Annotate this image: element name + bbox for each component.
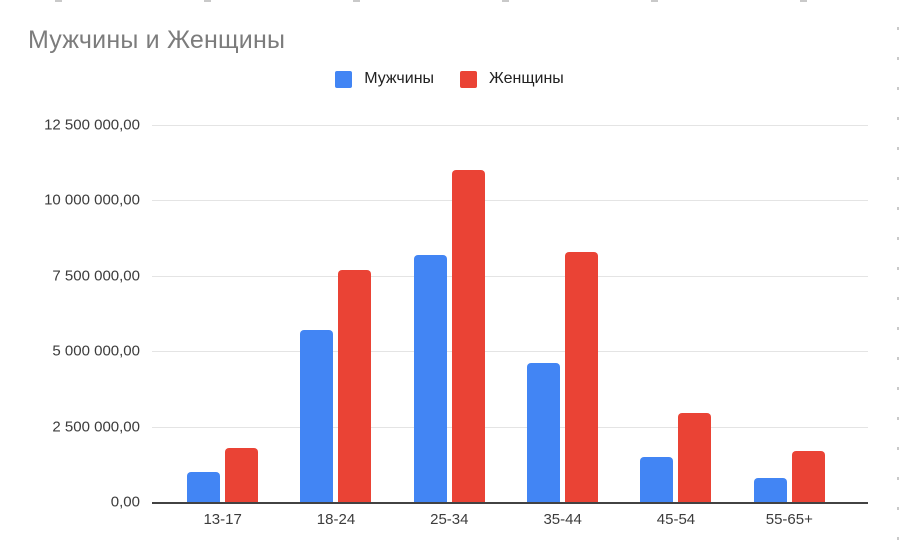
- gridline: [152, 351, 868, 353]
- legend-item-label: Женщины: [489, 70, 564, 87]
- y-axis-tick-label: 7 500 000,00: [52, 267, 140, 285]
- bar[interactable]: [640, 456, 674, 502]
- bar-group: [393, 125, 506, 502]
- bar[interactable]: [565, 251, 599, 502]
- chart-title: Мужчины и Женщины: [28, 26, 286, 54]
- bar[interactable]: [338, 269, 372, 502]
- bar[interactable]: [753, 477, 787, 502]
- bar[interactable]: [187, 471, 221, 502]
- bar-group: [619, 125, 732, 502]
- x-axis-label: 25-34: [430, 511, 469, 528]
- y-axis-tick-label: 10 000 000,00: [44, 191, 140, 209]
- legend-swatch: [335, 70, 353, 88]
- x-axis-label: 18-24: [316, 511, 356, 528]
- plot-area: [152, 125, 868, 504]
- y-axis-tick-label: 12 500 000,00: [44, 116, 140, 134]
- legend-item[interactable]: Мужчины: [335, 70, 434, 88]
- y-axis-tick-label: 5 000 000,00: [52, 342, 140, 360]
- selection-border-top: [0, 0, 899, 2]
- y-axis-labels: 0,00 2 500 000,00 5 000 000,00 7 500 000,00…: [0, 117, 140, 511]
- y-axis-tick-label: 2 500 000,00: [52, 418, 140, 436]
- x-axis-label: 35-44: [543, 511, 582, 528]
- x-axis-label: 45-54: [656, 511, 696, 528]
- selection-border-right: [897, 0, 899, 552]
- bar-groups: [166, 125, 846, 502]
- bar[interactable]: [451, 170, 485, 502]
- gridline: [152, 426, 868, 428]
- bar-group: [733, 125, 846, 502]
- bar[interactable]: [413, 254, 447, 502]
- gridline: [152, 275, 868, 277]
- bar[interactable]: [678, 413, 712, 502]
- legend: Мужчины Женщины: [0, 70, 899, 88]
- legend-item-label: Мужчины: [364, 70, 435, 87]
- bar[interactable]: [791, 450, 825, 502]
- bar-group: [506, 125, 619, 502]
- x-axis-labels: 13-17 18-24 25-34 35-44 45-54 55-65+: [166, 511, 846, 528]
- bar[interactable]: [300, 330, 334, 502]
- x-axis-label: 13-17: [203, 511, 242, 528]
- gridline: [152, 125, 868, 126]
- bar-group: [166, 125, 279, 502]
- x-axis-label: 55-65+: [765, 511, 813, 528]
- y-axis-tick-label: 0,00: [110, 493, 140, 511]
- bar[interactable]: [527, 363, 561, 502]
- gridline: [152, 200, 868, 202]
- bar-group: [279, 125, 392, 502]
- bar[interactable]: [225, 447, 259, 502]
- legend-item[interactable]: Женщины: [460, 70, 564, 88]
- legend-swatch: [460, 70, 478, 88]
